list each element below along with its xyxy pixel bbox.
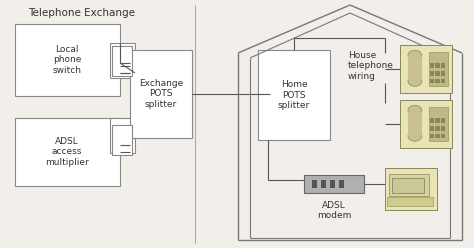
Bar bbox=[441, 134, 445, 138]
Text: Telephone Exchange: Telephone Exchange bbox=[28, 8, 135, 18]
Ellipse shape bbox=[408, 50, 422, 61]
Bar bbox=[130, 50, 192, 138]
Bar bbox=[435, 126, 439, 131]
Bar bbox=[330, 180, 335, 188]
Ellipse shape bbox=[408, 131, 422, 141]
Bar bbox=[385, 168, 437, 210]
Bar bbox=[408, 57, 422, 80]
Bar bbox=[435, 134, 439, 138]
Ellipse shape bbox=[408, 105, 422, 116]
Bar bbox=[304, 175, 364, 193]
Bar bbox=[258, 50, 330, 140]
Bar bbox=[435, 71, 439, 76]
Ellipse shape bbox=[408, 76, 422, 86]
Bar bbox=[110, 118, 135, 153]
Bar bbox=[429, 79, 434, 83]
Bar bbox=[429, 126, 434, 131]
Bar bbox=[429, 63, 434, 68]
Bar bbox=[435, 118, 439, 123]
Bar bbox=[387, 197, 433, 206]
Bar bbox=[15, 118, 120, 186]
Bar bbox=[428, 52, 448, 86]
Bar bbox=[441, 79, 445, 83]
Text: Home
POTS
splitter: Home POTS splitter bbox=[278, 80, 310, 110]
Bar bbox=[441, 71, 445, 76]
Bar bbox=[429, 118, 434, 123]
Bar bbox=[441, 126, 445, 131]
Bar bbox=[429, 134, 434, 138]
Bar bbox=[400, 100, 452, 148]
Bar bbox=[408, 112, 422, 135]
Text: ADSL
modem: ADSL modem bbox=[317, 201, 351, 220]
Bar bbox=[428, 107, 448, 141]
Bar bbox=[339, 180, 344, 188]
Text: ADSL
access
multiplier: ADSL access multiplier bbox=[45, 137, 89, 167]
Bar bbox=[441, 118, 445, 123]
Bar bbox=[400, 45, 452, 93]
Bar bbox=[435, 79, 439, 83]
Bar bbox=[15, 24, 120, 96]
Text: Local
phone
switch: Local phone switch bbox=[53, 45, 82, 75]
Bar bbox=[312, 180, 317, 188]
Bar bbox=[110, 43, 135, 78]
Bar bbox=[429, 71, 434, 76]
Text: Exchange
POTS
splitter: Exchange POTS splitter bbox=[139, 79, 183, 109]
Bar bbox=[392, 178, 424, 193]
Bar bbox=[321, 180, 326, 188]
Bar bbox=[112, 46, 132, 76]
Bar bbox=[441, 63, 445, 68]
Bar bbox=[435, 63, 439, 68]
Text: House
telephone
wiring: House telephone wiring bbox=[348, 51, 394, 81]
Bar bbox=[389, 174, 429, 196]
Bar bbox=[112, 125, 132, 155]
